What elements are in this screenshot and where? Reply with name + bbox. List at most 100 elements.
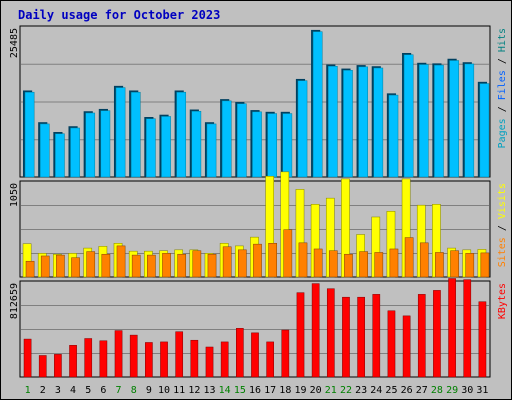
legend-item: /	[497, 100, 508, 118]
x-tick-label: 9	[146, 385, 152, 396]
bar-sites	[389, 248, 399, 278]
bar-kbytes	[372, 294, 381, 378]
bar-kbytes	[266, 341, 274, 378]
bar-sites	[25, 260, 35, 278]
bar-kbytes	[281, 329, 290, 378]
x-tick-label: 21	[325, 385, 337, 396]
bar-sites	[253, 243, 262, 278]
bar-sites	[298, 242, 308, 278]
x-tick-label: 10	[158, 385, 170, 396]
bar-kbytes	[69, 345, 77, 378]
x-tick-label: 8	[131, 385, 137, 396]
x-tick-label: 6	[100, 385, 106, 396]
bar-sites	[465, 253, 475, 278]
bar-kbytes	[145, 342, 153, 378]
bar-pages	[267, 113, 277, 178]
bar-pages	[161, 116, 171, 178]
bar-kbytes	[23, 338, 32, 378]
bar-kbytes	[342, 296, 350, 378]
bar-kbytes	[296, 292, 305, 378]
bar-pages	[176, 91, 187, 178]
bar-sites	[192, 250, 202, 278]
bar-kbytes	[38, 355, 47, 378]
bar-pages	[85, 112, 96, 178]
bar-kbytes	[220, 341, 229, 378]
bar-kbytes	[160, 341, 168, 378]
x-tick-label: 16	[249, 385, 261, 396]
x-tick-label: 17	[264, 385, 276, 396]
bar-sites	[71, 257, 80, 278]
bar-sites	[177, 253, 187, 278]
bar-kbytes	[433, 290, 441, 378]
panel-max-label: 25485	[9, 28, 20, 58]
bar-sites	[313, 248, 323, 278]
bar-kbytes	[114, 330, 123, 378]
x-tick-label: 11	[173, 385, 185, 396]
bar-pages	[343, 70, 353, 178]
panel-legend: KBytes	[497, 283, 508, 319]
bar-sites	[404, 237, 414, 278]
chart-title: Daily usage for October 2023	[18, 8, 220, 22]
bar-kbytes	[326, 288, 335, 378]
bar-pages	[434, 64, 444, 178]
bar-sites	[162, 253, 171, 278]
bar-kbytes	[417, 294, 426, 378]
x-tick-label: 1	[25, 385, 31, 396]
bar-pages	[282, 113, 293, 178]
bar-sites	[207, 253, 217, 278]
legend-item: KBytes	[497, 283, 508, 319]
x-tick-label: 27	[416, 385, 428, 396]
x-tick-label: 3	[55, 385, 61, 396]
bar-pages	[479, 83, 490, 178]
bar-kbytes	[387, 310, 396, 378]
bar-sites	[147, 254, 156, 278]
bar-kbytes	[402, 315, 411, 378]
x-tick-label: 14	[219, 385, 231, 396]
panel-visits: 1050 Sites / Visits	[9, 171, 508, 278]
bar-sites	[450, 250, 459, 278]
panel-legend: Sites / Visits	[497, 183, 508, 267]
bar-pages	[206, 123, 217, 178]
bar-pages	[55, 133, 65, 178]
x-tick-label: 12	[188, 385, 200, 396]
bar-sites	[101, 253, 111, 278]
bar-pages	[403, 54, 414, 178]
bar-sites	[419, 242, 429, 278]
bar-kbytes	[311, 283, 320, 378]
bar-kbytes	[84, 338, 93, 378]
x-tick-label: 4	[70, 385, 76, 396]
bar-pages	[418, 64, 429, 178]
x-tick-label: 15	[234, 385, 246, 396]
bar-pages	[70, 127, 80, 178]
bar-pages	[358, 66, 368, 178]
bar-sites	[86, 251, 96, 278]
legend-item: Hits	[497, 28, 508, 52]
panel-max-label: 812659	[9, 283, 20, 319]
bar-kbytes	[251, 332, 259, 378]
x-tick-label: 31	[476, 385, 488, 396]
panel-max-label: 1050	[9, 183, 20, 207]
bar-pages	[464, 63, 475, 178]
x-tick-label: 28	[431, 385, 443, 396]
bar-sites	[238, 249, 247, 278]
bar-sites	[131, 254, 141, 278]
x-tick-label: 22	[340, 385, 352, 396]
x-tick-label: 25	[385, 385, 397, 396]
bar-pages	[191, 110, 202, 178]
bar-kbytes	[99, 340, 108, 378]
bar-pages	[237, 103, 247, 178]
x-tick-label: 5	[85, 385, 91, 396]
legend-item: Files	[497, 70, 508, 100]
bar-pages	[312, 31, 323, 178]
x-tick-label: 29	[446, 385, 458, 396]
panel-hits: 25485 Pages / Files / Hits	[9, 25, 508, 178]
panel-kbytes: 812659 KBytes	[9, 278, 508, 378]
bar-pages	[146, 118, 156, 178]
bar-sites	[222, 246, 232, 278]
bar-sites	[283, 229, 293, 278]
bar-pages	[221, 100, 232, 178]
bar-kbytes	[236, 328, 244, 378]
x-tick-label: 20	[310, 385, 322, 396]
bar-kbytes	[205, 346, 214, 378]
